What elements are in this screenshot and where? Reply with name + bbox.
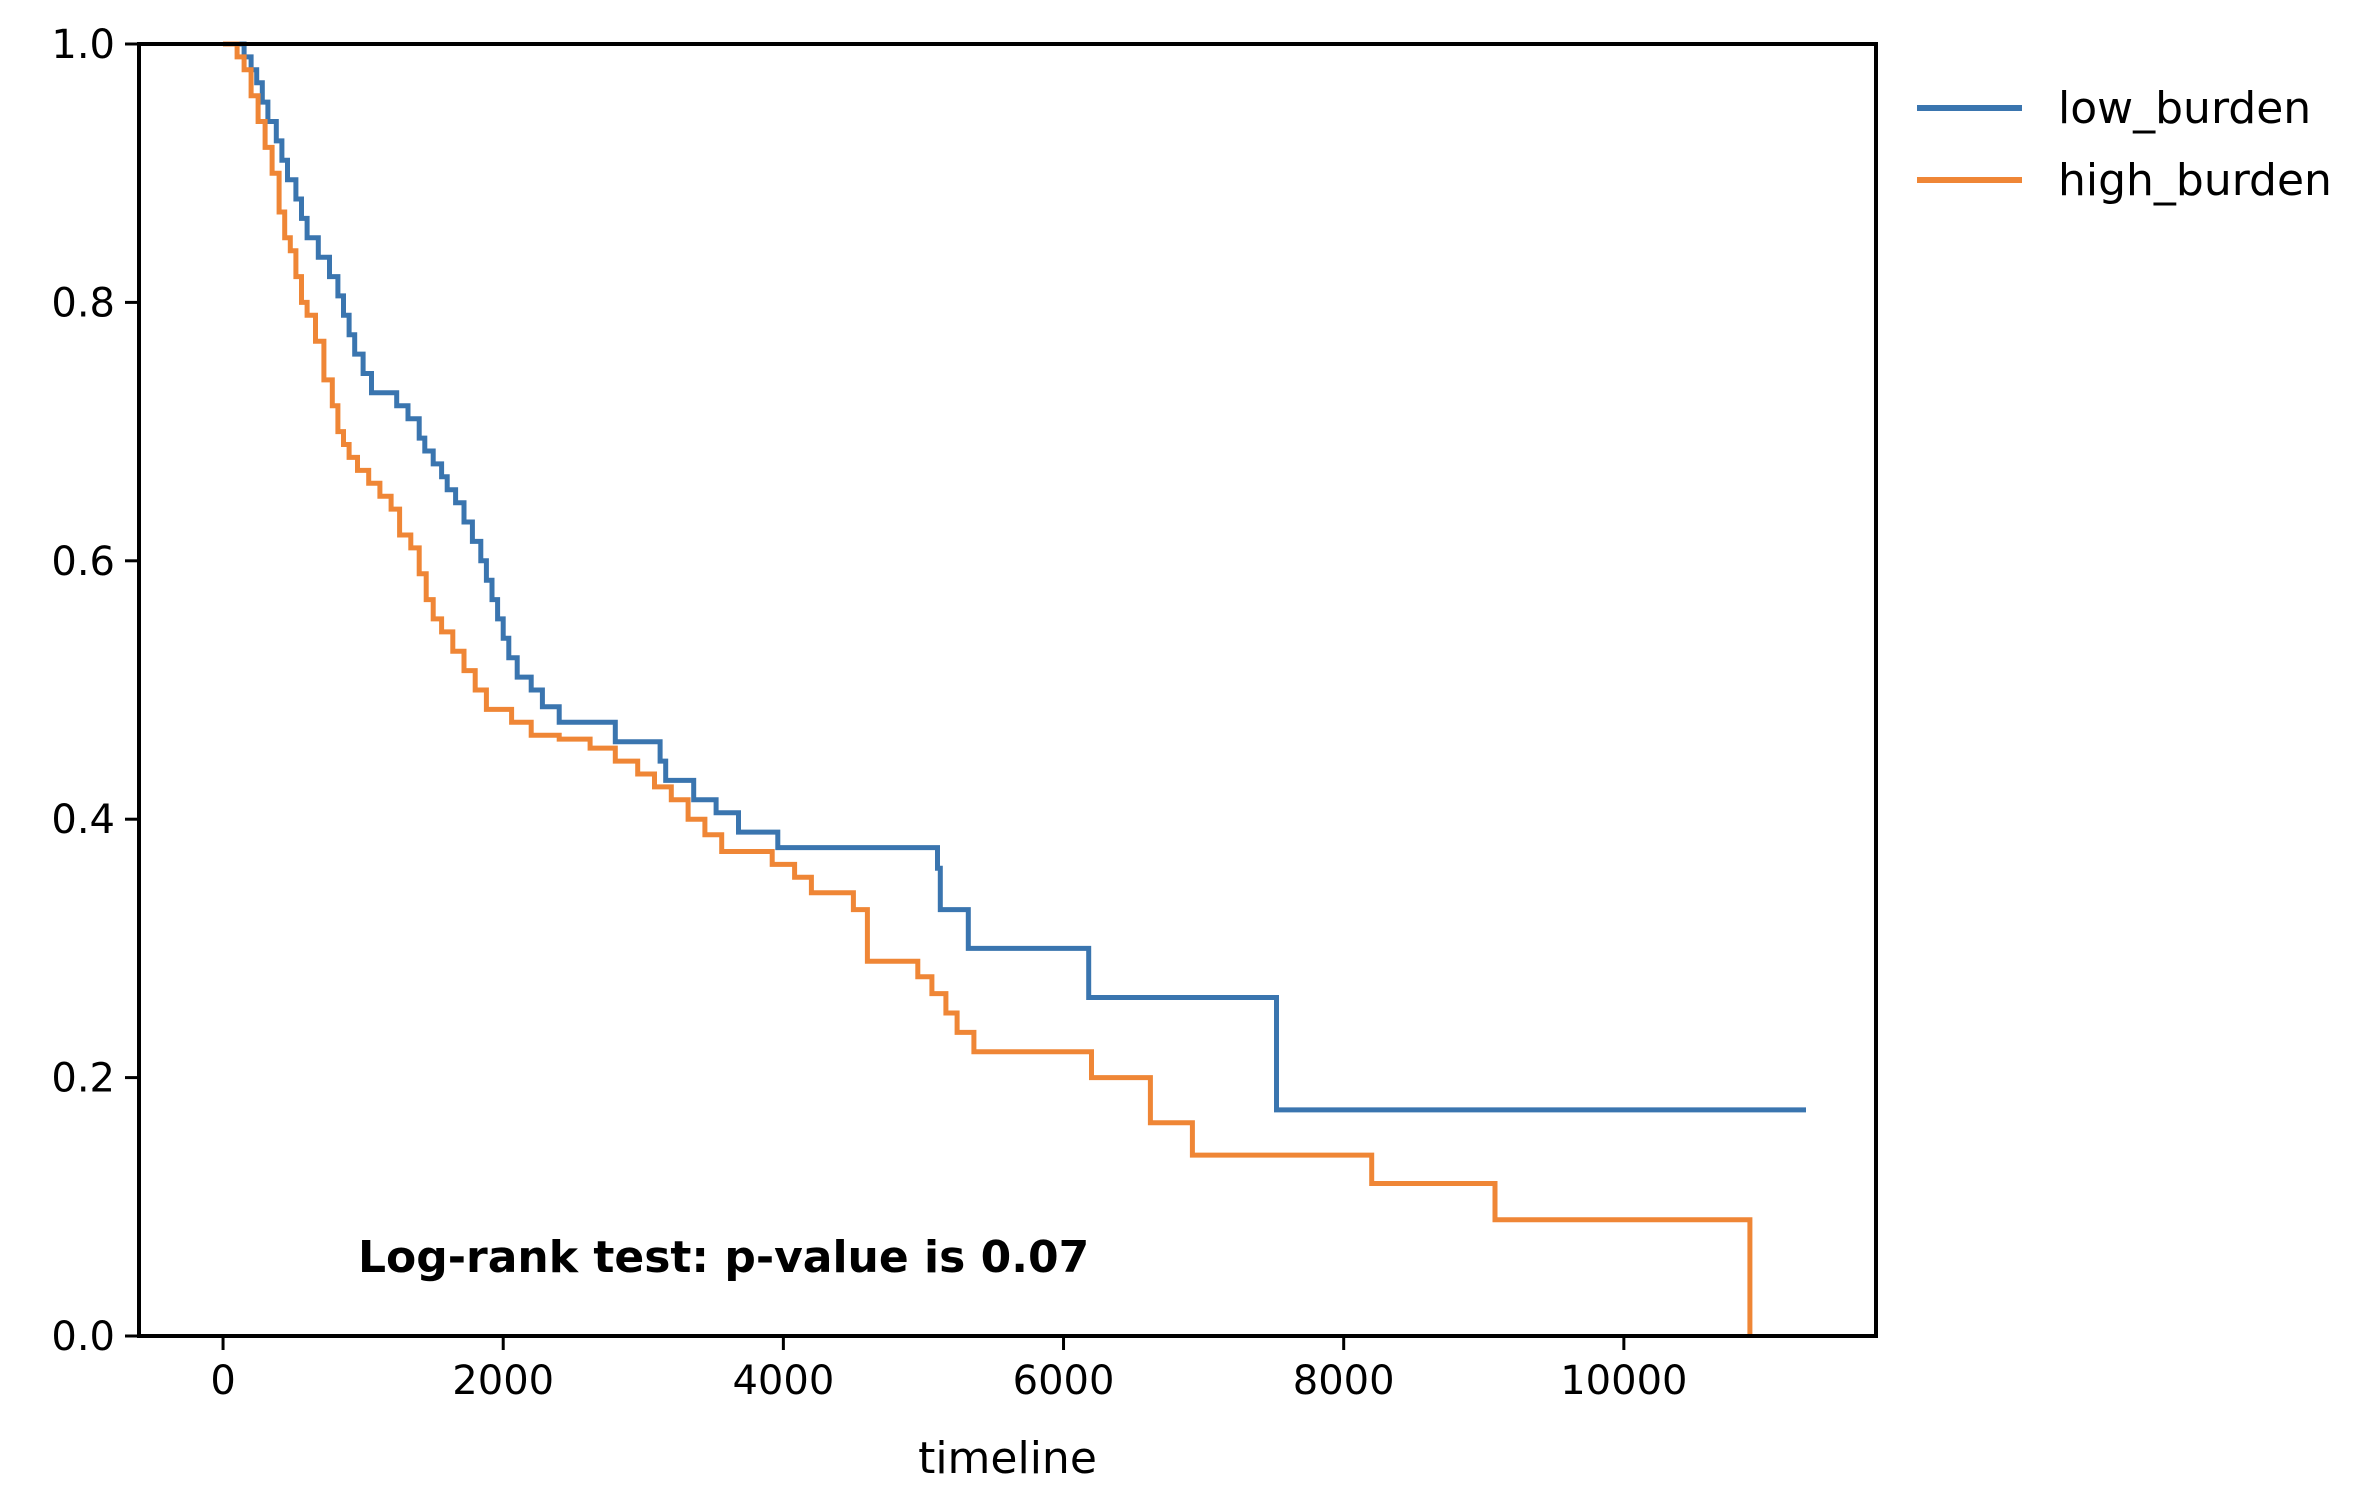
x-axis: 0 2000 4000 6000 8000 10000: [210, 1336, 1687, 1404]
series-line-low_burden: [223, 41, 1806, 1113]
x-tick-label: 10000: [1560, 1358, 1687, 1404]
legend-label-low_burden: low_burden: [2058, 83, 2311, 134]
y-axis: 0.0 0.2 0.4 0.6 0.8 1.0: [51, 22, 139, 1360]
x-axis-label: timeline: [918, 1433, 1097, 1484]
x-tick-label: 2000: [452, 1358, 554, 1404]
x-tick-label: 6000: [1013, 1358, 1115, 1404]
y-tick-label: 0.0: [51, 1314, 115, 1360]
y-tick-label: 0.8: [51, 280, 115, 326]
legend-label-high_burden: high_burden: [2058, 155, 2332, 206]
series-line-high_burden: [223, 41, 1753, 1336]
logrank-annotation: Log-rank test: p-value is 0.07: [358, 1232, 1089, 1283]
y-tick-label: 1.0: [51, 22, 115, 68]
y-tick-label: 0.2: [51, 1056, 115, 1102]
plot-frame: [137, 42, 1878, 1338]
y-tick-label: 0.4: [51, 797, 115, 843]
x-tick-label: 4000: [732, 1358, 834, 1404]
plot-lines: [223, 41, 1806, 1336]
x-tick-label: 8000: [1293, 1358, 1395, 1404]
x-tick-label: 0: [210, 1358, 235, 1404]
legend: low_burden high_burden: [1917, 83, 2332, 206]
y-tick-label: 0.6: [51, 539, 115, 585]
